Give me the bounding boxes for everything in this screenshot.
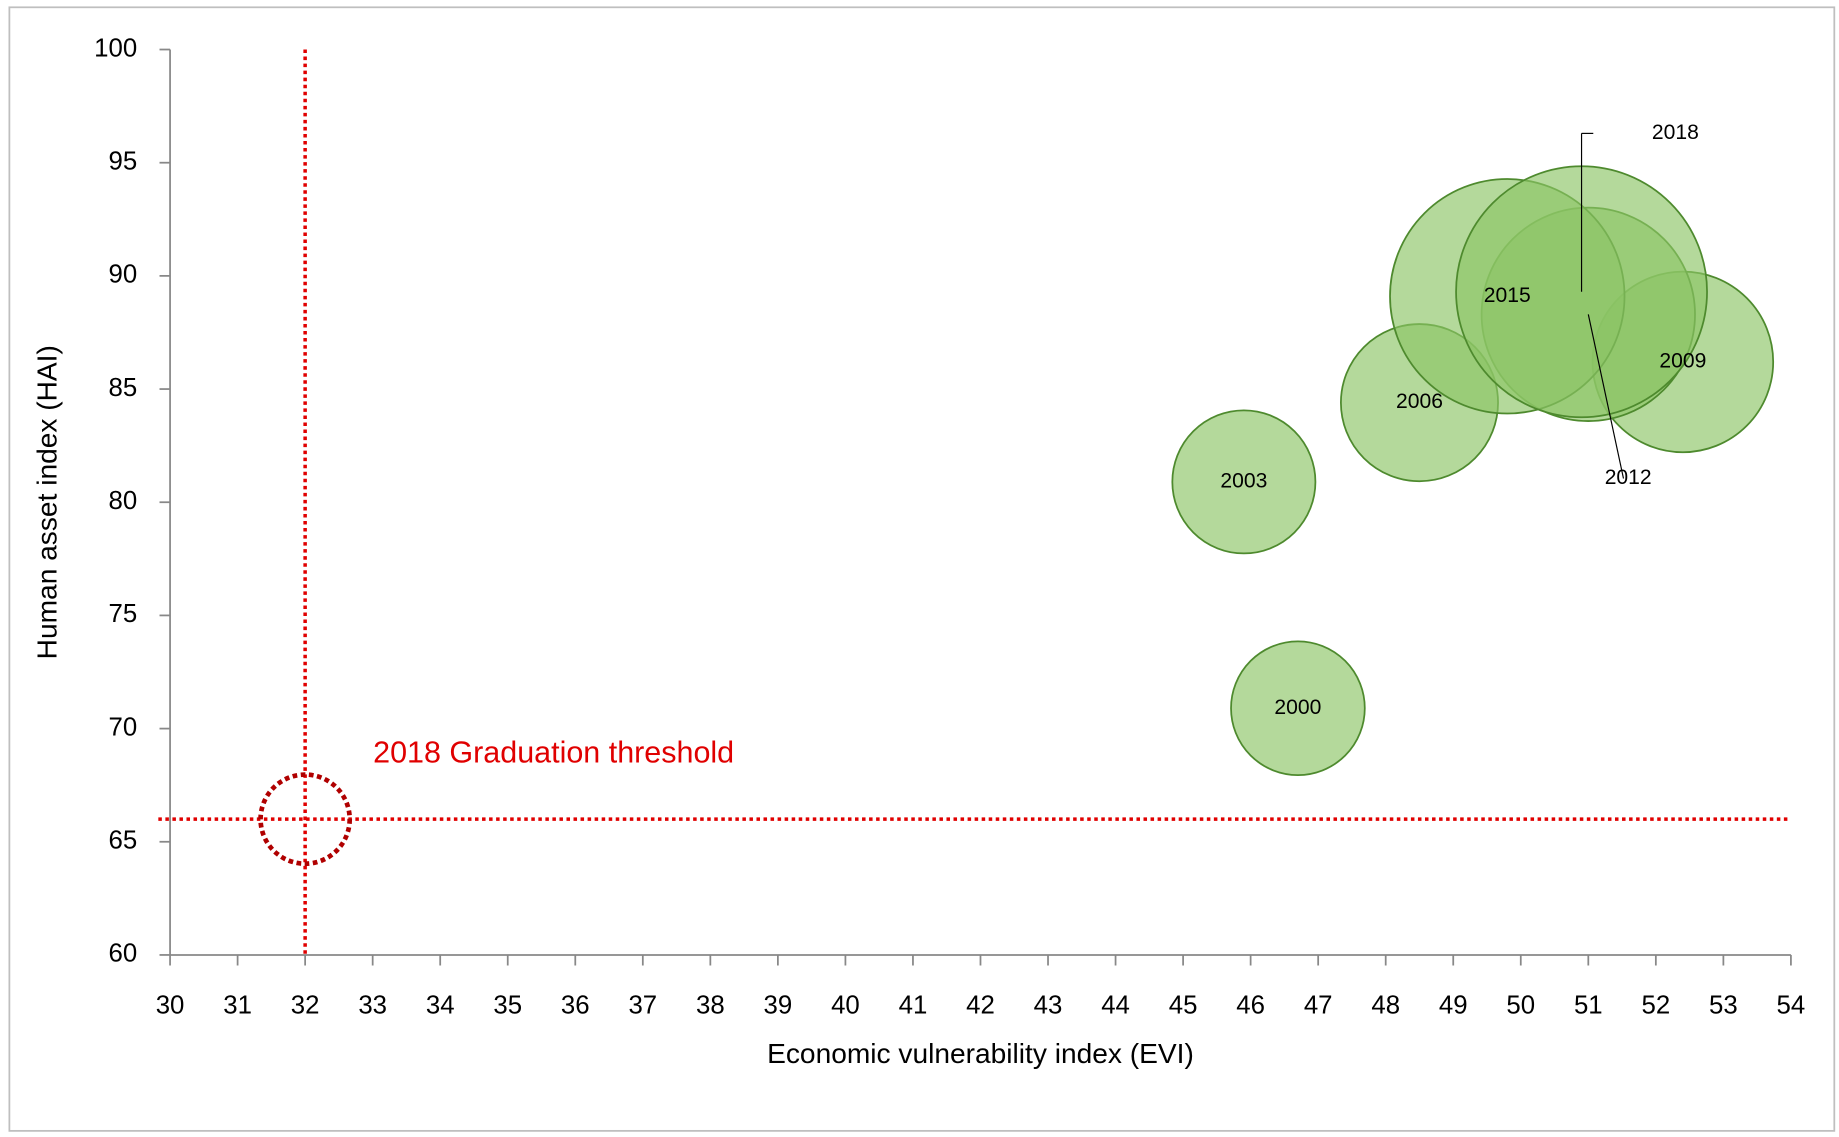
x-tick-label: 34 (426, 991, 455, 1019)
bubble-label: 2015 (1484, 284, 1531, 307)
x-tick-label: 38 (696, 991, 725, 1019)
x-tick-label: 49 (1439, 991, 1468, 1019)
threshold-label: 2018 Graduation threshold (373, 736, 734, 770)
y-tick-label: 85 (109, 374, 138, 402)
x-tick-label: 51 (1574, 991, 1603, 1019)
x-tick-label: 47 (1304, 991, 1333, 1019)
x-tick-label: 36 (561, 991, 590, 1019)
y-tick-label: 60 (109, 940, 138, 968)
x-tick-label: 37 (628, 991, 657, 1019)
x-tick-label: 40 (831, 991, 860, 1019)
x-tick-label: 46 (1236, 991, 1265, 1019)
y-tick-label: 95 (109, 148, 138, 176)
x-tick-label: 54 (1777, 991, 1806, 1019)
leader-line (1587, 314, 1625, 479)
bubble-label: 2006 (1396, 390, 1443, 413)
bubble (1230, 640, 1366, 776)
x-tick-label: 53 (1709, 991, 1738, 1019)
bubble-label: 2003 (1220, 469, 1267, 492)
bubble-label: 2009 (1659, 349, 1706, 372)
x-tick-label: 41 (899, 991, 928, 1019)
y-tick-label: 80 (109, 487, 138, 515)
x-axis-title: Economic vulnerability index (EVI) (767, 1038, 1194, 1069)
x-tick-label: 42 (966, 991, 995, 1019)
chart-border (8, 6, 1836, 1132)
bubble-label: 2018 (1652, 121, 1699, 144)
bubble-label: 2012 (1605, 466, 1652, 489)
x-tick-label: 52 (1641, 991, 1670, 1019)
x-tick-label: 30 (156, 991, 185, 1019)
x-tick-label: 39 (764, 991, 793, 1019)
bubble (1171, 409, 1317, 555)
bubble-label: 2000 (1274, 696, 1321, 719)
x-tick-label: 35 (493, 991, 522, 1019)
x-tick-label: 43 (1034, 991, 1063, 1019)
x-tick-label: 50 (1506, 991, 1535, 1019)
x-tick-label: 44 (1101, 991, 1130, 1019)
x-tick-label: 48 (1371, 991, 1400, 1019)
x-tick-label: 33 (358, 991, 387, 1019)
y-tick-label: 75 (109, 600, 138, 628)
x-tick-label: 45 (1169, 991, 1198, 1019)
y-tick-label: 70 (109, 713, 138, 741)
y-tick-label: 100 (94, 34, 137, 62)
y-axis-title: Human asset index (HAI) (32, 345, 63, 659)
x-tick-label: 31 (223, 991, 252, 1019)
threshold-circle (258, 772, 353, 867)
y-tick-label: 65 (109, 827, 138, 855)
y-tick-label: 90 (109, 261, 138, 289)
x-tick-label: 32 (291, 991, 320, 1019)
